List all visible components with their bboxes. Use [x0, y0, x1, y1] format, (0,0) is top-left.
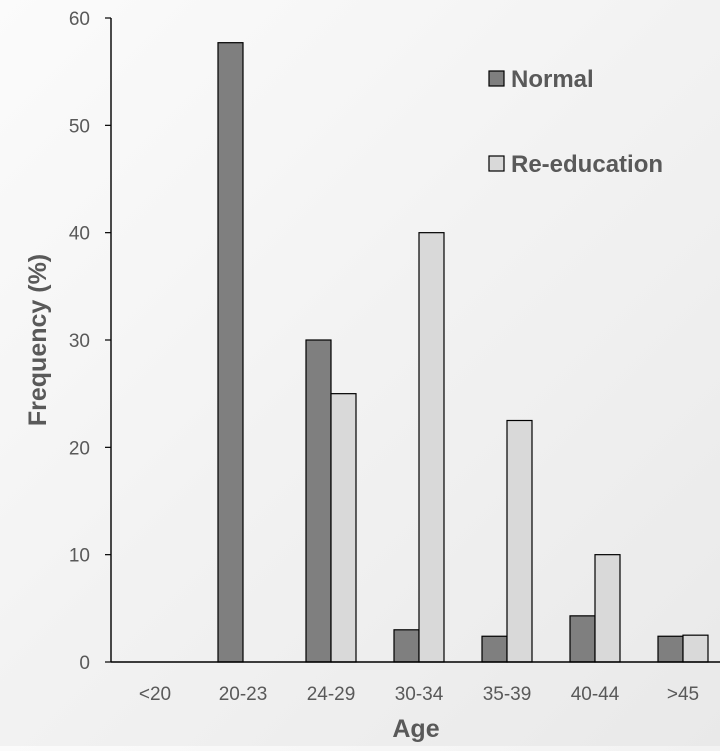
bar-normal-2	[305, 339, 332, 663]
bar-normal-5	[569, 615, 596, 663]
legend-label-normal: Normal	[511, 66, 594, 93]
x-tick-label: 40-44	[571, 684, 620, 705]
y-tick-label: 60	[69, 9, 90, 30]
bar-re-education-6	[682, 634, 709, 663]
x-ticks: <20 20-23 24-29 30-34 35-39 40-44 >45	[139, 684, 699, 705]
legend-swatch-re-education	[488, 155, 505, 172]
y-tick-label: 50	[69, 116, 90, 137]
x-axis-title: Age	[392, 715, 439, 743]
y-ticks: 0 10 20 30 40 50 60	[69, 9, 111, 674]
bar-re-education-4	[506, 419, 533, 663]
y-tick-label: 20	[69, 438, 90, 459]
legend: Normal Re-education	[488, 66, 663, 178]
y-tick-label: 0	[79, 653, 90, 674]
x-tick-label: <20	[139, 684, 171, 705]
y-axis-title: Frequency (%)	[24, 254, 52, 426]
x-tick-label: >45	[667, 684, 699, 705]
axes-layer	[110, 18, 720, 663]
bar-re-education-5	[594, 554, 621, 663]
x-tick-label: 20-23	[219, 684, 268, 705]
x-tick-label: 35-39	[483, 684, 532, 705]
y-tick-label: 30	[69, 331, 90, 352]
legend-swatch-normal	[488, 70, 505, 87]
x-tick-label: 24-29	[307, 684, 356, 705]
x-tick-label: 30-34	[395, 684, 444, 705]
bar-re-education-2	[330, 393, 357, 663]
bar-normal-1	[217, 42, 244, 663]
bar-normal-3	[393, 629, 420, 663]
bar-normal-4	[481, 635, 508, 663]
bars-layer	[217, 42, 709, 663]
y-tick-label: 40	[69, 224, 90, 245]
y-tick-label: 10	[69, 546, 90, 567]
bar-normal-6	[657, 635, 684, 663]
bar-re-education-3	[418, 232, 445, 663]
legend-label-re-education: Re-education	[511, 151, 663, 178]
